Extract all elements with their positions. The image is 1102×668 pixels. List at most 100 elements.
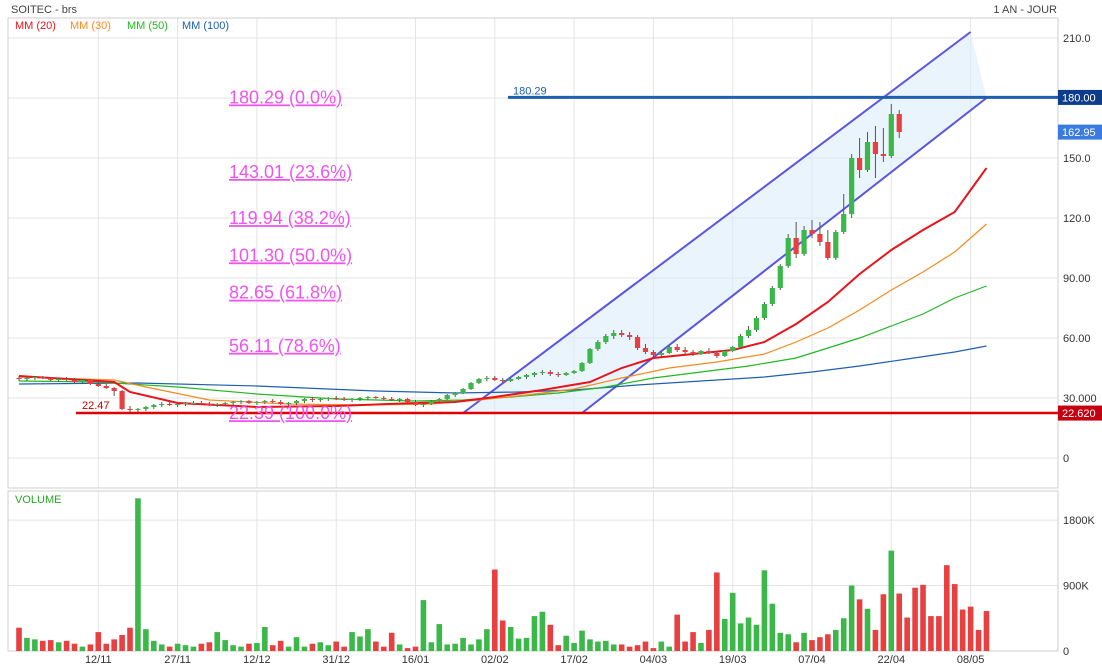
volume-bar — [198, 643, 205, 651]
candle-body — [833, 232, 839, 258]
candle — [595, 340, 601, 351]
price-tick-label: 60.00 — [1063, 333, 1091, 345]
volume-bar — [222, 640, 228, 651]
date-tick-label: 02/02 — [481, 654, 509, 666]
date-tick-label: 27/11 — [164, 654, 191, 666]
volume-bar — [983, 611, 990, 651]
candle-body — [167, 404, 173, 405]
fibonacci-retracement[interactable]: 180.29 (0.0%) 143.01 (23.6%) 119.94 (38.2%… — [229, 87, 352, 423]
volume-tick-label: 0 — [1063, 646, 1069, 658]
candle-body — [135, 409, 141, 410]
volume-bar — [444, 644, 451, 651]
volume-bar — [39, 640, 46, 651]
volume-bar — [626, 646, 633, 651]
fib-level-label[interactable]: 180.29 (0.0%) — [229, 87, 342, 107]
candle-body — [634, 337, 641, 348]
volume-bar — [531, 616, 538, 651]
candle — [508, 378, 514, 382]
candle — [777, 264, 783, 290]
channel-lower-line[interactable] — [581, 97, 988, 414]
candle — [71, 378, 78, 383]
candle-body — [175, 404, 181, 405]
volume-bar — [55, 642, 62, 651]
candle — [444, 394, 450, 400]
candle-body — [293, 401, 300, 403]
candle-body — [888, 114, 894, 156]
candle-body — [619, 333, 625, 335]
candle — [48, 377, 54, 381]
resistance-price-tag: 180.00 — [1058, 89, 1102, 105]
candle — [333, 396, 339, 400]
candle-body — [841, 214, 847, 232]
channel-fill — [463, 32, 987, 413]
fib-level-label[interactable]: 56.11 (78.6%) — [229, 336, 341, 356]
candle — [539, 370, 545, 375]
date-tick-label: 07/04 — [798, 654, 826, 666]
candle — [222, 402, 228, 406]
candle — [246, 400, 252, 404]
fib-level-label[interactable]: 22.39 (100.0%) — [229, 403, 352, 423]
candle-body — [95, 384, 101, 386]
volume-bar — [484, 629, 490, 651]
candle — [119, 390, 125, 410]
volume-bar — [476, 639, 482, 651]
volume-bar — [143, 629, 149, 651]
candle — [492, 376, 498, 381]
candle-body — [674, 347, 680, 350]
volume-bar — [634, 645, 641, 651]
volume-bar — [412, 646, 419, 651]
date-tick-label: 31/12 — [322, 654, 350, 666]
candle — [690, 350, 696, 356]
price-tick-label: 120.0 — [1063, 213, 1091, 225]
candle — [571, 370, 577, 374]
candle-body — [151, 405, 157, 407]
candle-body — [301, 399, 308, 401]
volume-bar — [214, 632, 221, 651]
fib-level-label[interactable]: 119.94 (38.2%) — [229, 208, 351, 228]
candle-body — [190, 403, 197, 404]
candle — [500, 378, 506, 383]
candle-body — [476, 379, 482, 383]
candle — [619, 330, 625, 337]
volume-bar — [230, 645, 236, 651]
candle — [167, 402, 173, 406]
volume-bar — [269, 645, 276, 651]
candle-body — [484, 378, 490, 379]
candle-body — [436, 399, 442, 401]
volume-bar — [587, 639, 593, 651]
volume-bar — [595, 641, 601, 651]
fib-level-label[interactable]: 143.01 (23.6%) — [229, 162, 352, 182]
candle-body — [254, 402, 260, 403]
channel-upper-line[interactable] — [462, 31, 972, 414]
candle-body — [642, 348, 649, 352]
candle-body — [420, 404, 427, 405]
date-axis: 12/11 27/11 12/12 31/12 16/01 02/02 17/02 04/03… — [85, 654, 984, 666]
candle — [389, 397, 395, 401]
candle — [809, 220, 815, 238]
candle — [317, 398, 323, 402]
volume-bar — [71, 643, 78, 651]
volume-bar — [975, 629, 982, 651]
volume-bar — [103, 643, 110, 651]
fib-level-label[interactable]: 82.65 (61.8%) — [229, 283, 342, 303]
volume-bar — [95, 632, 102, 651]
volume-bar — [309, 643, 316, 651]
candle — [198, 401, 204, 405]
candle-body — [111, 388, 117, 391]
candle — [143, 406, 149, 411]
candle — [349, 398, 355, 402]
candle — [357, 397, 363, 401]
fib-level-label[interactable]: 101.30 (50.0%) — [229, 245, 352, 265]
candle — [254, 401, 260, 405]
volume-bar — [603, 640, 609, 651]
candle-body — [500, 380, 506, 381]
volume-bar — [317, 642, 324, 651]
candle-body — [627, 335, 633, 337]
period-label[interactable]: 1 AN - JOUR — [993, 4, 1057, 16]
volume-bar — [523, 637, 530, 651]
volume-bar — [761, 570, 768, 651]
volume-bar — [610, 644, 617, 651]
candle-body — [571, 371, 577, 373]
volume-bar — [967, 606, 974, 651]
candle-body — [246, 401, 252, 403]
